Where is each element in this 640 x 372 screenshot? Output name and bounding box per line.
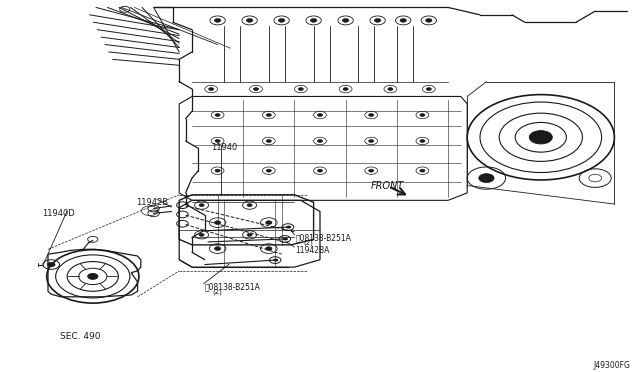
Circle shape <box>369 169 374 172</box>
Circle shape <box>317 140 323 142</box>
Circle shape <box>199 204 204 207</box>
Circle shape <box>88 273 98 279</box>
Circle shape <box>479 174 494 183</box>
Circle shape <box>266 113 271 116</box>
Circle shape <box>529 131 552 144</box>
Circle shape <box>286 225 291 228</box>
Circle shape <box>343 87 348 90</box>
Circle shape <box>247 204 252 207</box>
Circle shape <box>374 19 381 22</box>
Circle shape <box>215 169 220 172</box>
Circle shape <box>266 169 271 172</box>
Circle shape <box>426 19 432 22</box>
Text: 11942B: 11942B <box>136 198 168 207</box>
Circle shape <box>214 221 221 224</box>
Text: 11942BA: 11942BA <box>296 246 330 254</box>
Circle shape <box>310 19 317 22</box>
Circle shape <box>209 87 214 90</box>
Text: 11940D: 11940D <box>42 209 74 218</box>
Circle shape <box>388 87 393 90</box>
Circle shape <box>266 140 271 142</box>
Circle shape <box>47 262 55 267</box>
Circle shape <box>266 247 272 250</box>
Text: Ⓑ08138-B251A: Ⓑ08138-B251A <box>205 282 260 291</box>
Circle shape <box>298 87 303 90</box>
Circle shape <box>215 140 220 142</box>
Circle shape <box>214 19 221 22</box>
Circle shape <box>420 140 425 142</box>
Text: 11940: 11940 <box>211 143 237 152</box>
Circle shape <box>215 113 220 116</box>
Circle shape <box>420 113 425 116</box>
Circle shape <box>369 140 374 142</box>
Circle shape <box>247 233 252 236</box>
Circle shape <box>317 113 323 116</box>
Circle shape <box>214 247 221 250</box>
Circle shape <box>283 237 288 240</box>
Text: FRONT: FRONT <box>371 181 404 191</box>
Circle shape <box>199 233 204 236</box>
Circle shape <box>317 169 323 172</box>
Text: (2): (2) <box>212 288 222 295</box>
Text: SEC. 490: SEC. 490 <box>60 332 100 341</box>
Circle shape <box>273 259 278 262</box>
Circle shape <box>278 19 285 22</box>
Circle shape <box>400 19 406 22</box>
Circle shape <box>369 113 374 116</box>
Circle shape <box>420 169 425 172</box>
Text: J49300FG: J49300FG <box>593 360 630 370</box>
Circle shape <box>426 87 431 90</box>
Circle shape <box>253 87 259 90</box>
Text: (2): (2) <box>303 239 313 246</box>
Circle shape <box>266 221 272 224</box>
Text: Ⓑ08138-B251A: Ⓑ08138-B251A <box>296 233 351 242</box>
Circle shape <box>342 19 349 22</box>
Circle shape <box>246 19 253 22</box>
